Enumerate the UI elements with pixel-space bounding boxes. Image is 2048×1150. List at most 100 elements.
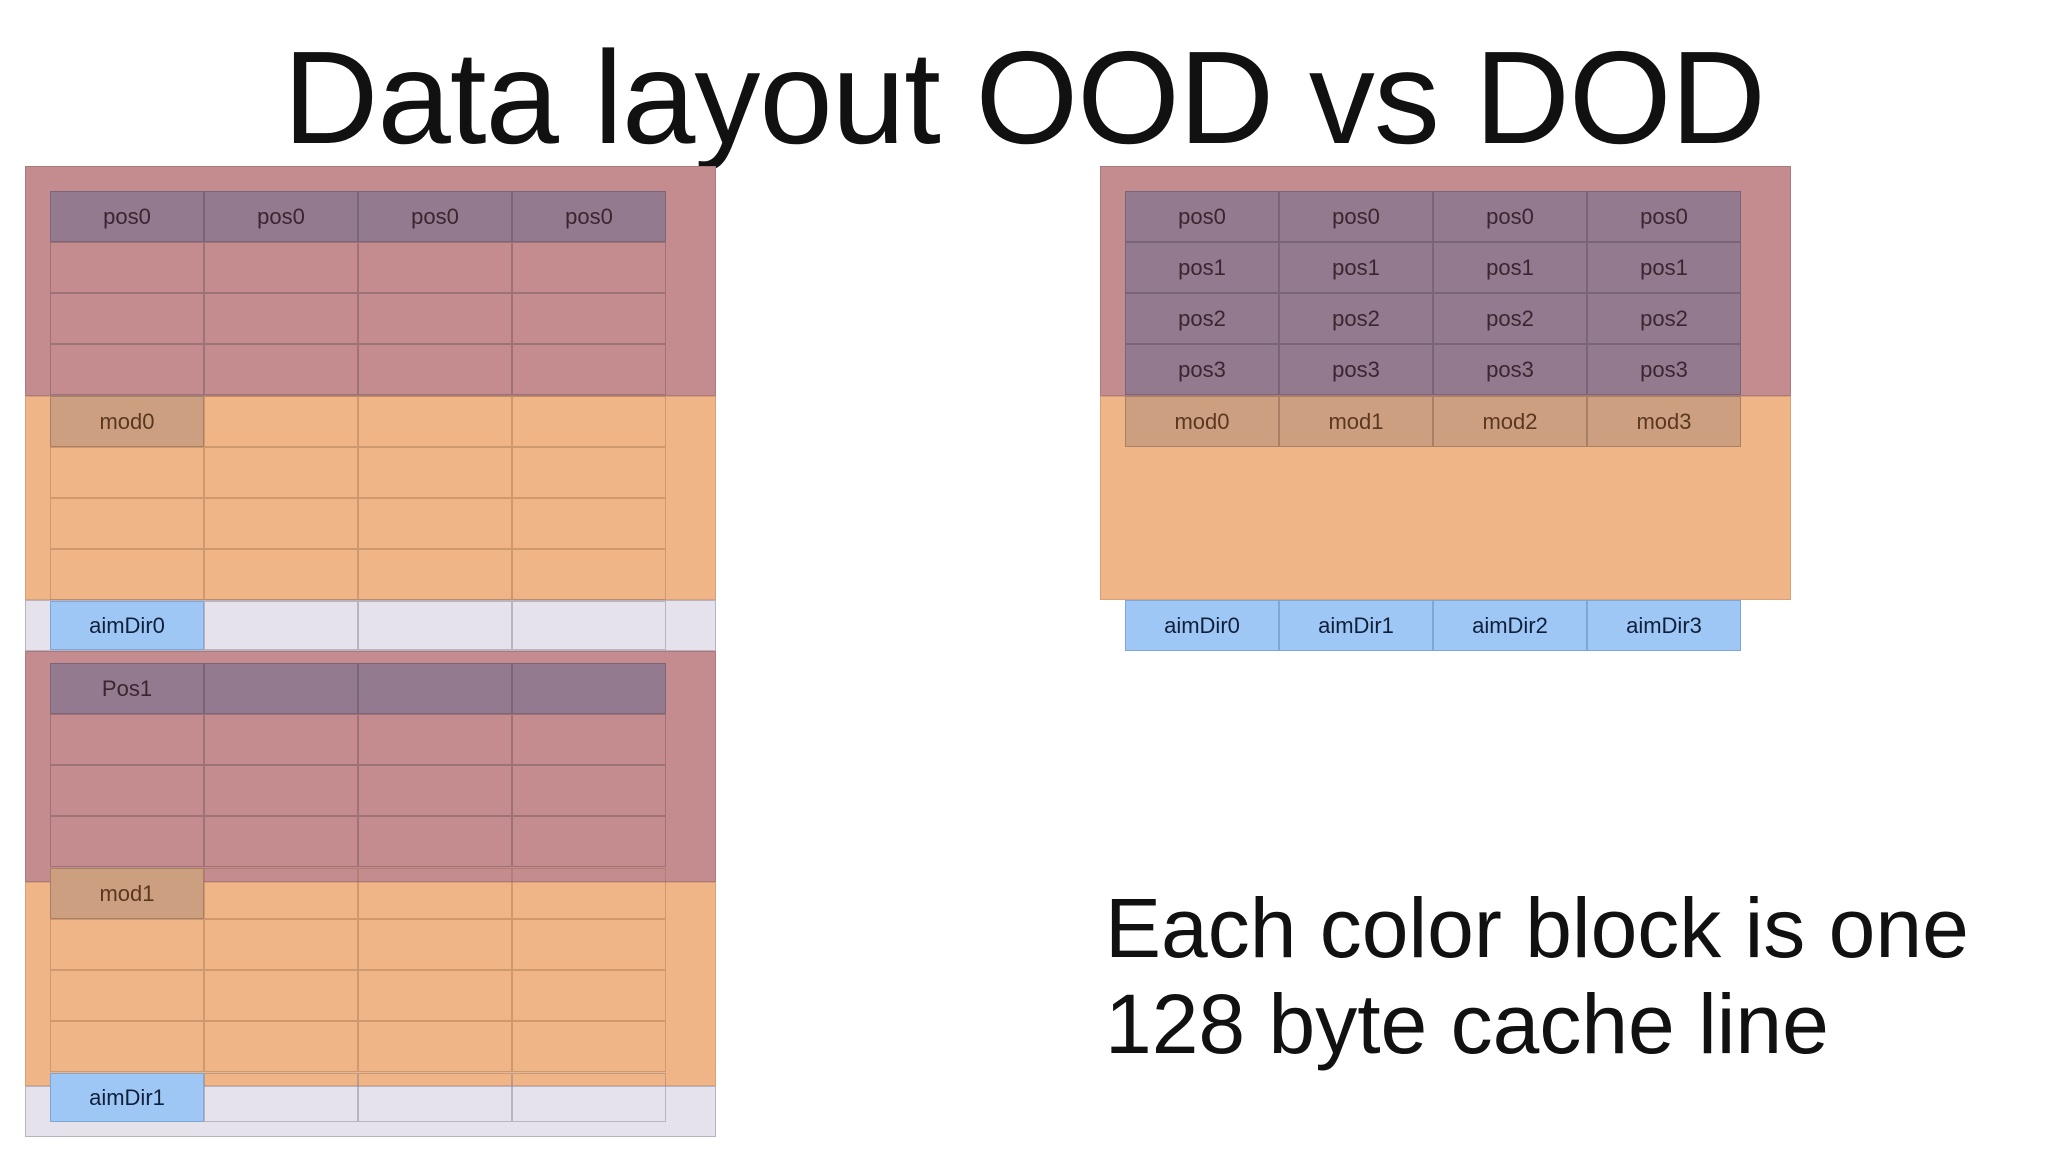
ood-empty-cell <box>358 293 512 344</box>
ood-empty-cell <box>204 765 358 816</box>
dod-pos-cell: pos1 <box>1125 242 1279 293</box>
ood-empty-cell <box>358 970 512 1021</box>
ood-empty-cell <box>204 970 358 1021</box>
ood-empty-cell <box>512 293 666 344</box>
ood-empty-cell <box>204 293 358 344</box>
ood-empty-cell <box>512 447 666 498</box>
ood-empty-cell <box>512 498 666 549</box>
ood-empty-cell <box>512 549 666 600</box>
dod-aim-cell: aimDir2 <box>1433 600 1587 651</box>
ood-empty-cell <box>204 1021 358 1072</box>
dod-pos-cell: pos2 <box>1587 293 1741 344</box>
ood-empty-cell <box>204 447 358 498</box>
dod-mod-cell: mod0 <box>1125 396 1279 447</box>
ood-empty-cell <box>358 714 512 765</box>
ood-empty-cell <box>204 714 358 765</box>
ood-empty-cell <box>512 1073 666 1122</box>
ood-empty-cell <box>204 498 358 549</box>
ood-empty-cell <box>50 1021 204 1072</box>
ood-empty-cell <box>204 919 358 970</box>
dod-pos-cell: pos1 <box>1587 242 1741 293</box>
ood-pos-cell: pos0 <box>358 191 512 242</box>
ood-empty-cell <box>512 1021 666 1072</box>
ood-pos-cell: pos0 <box>204 191 358 242</box>
dod-pos-cell: pos0 <box>1433 191 1587 242</box>
ood-empty-cell <box>50 816 204 867</box>
ood-pos-cell <box>512 663 666 714</box>
dod-aim-cell: aimDir0 <box>1125 600 1279 651</box>
ood-empty-cell <box>512 396 666 447</box>
caption-line-1: Each color block is one <box>1105 881 1969 975</box>
ood-empty-cell <box>512 919 666 970</box>
ood-empty-cell <box>50 498 204 549</box>
ood-empty-cell <box>204 816 358 867</box>
dod-pos-cell: pos2 <box>1125 293 1279 344</box>
ood-pos-cell: pos0 <box>512 191 666 242</box>
ood-empty-cell <box>204 549 358 600</box>
ood-empty-cell <box>512 816 666 867</box>
ood-empty-cell <box>358 498 512 549</box>
ood-pos-cell <box>358 663 512 714</box>
dod-pos-cell: pos3 <box>1433 344 1587 395</box>
ood-empty-cell <box>358 242 512 293</box>
ood-empty-cell <box>204 601 358 650</box>
caption: Each color block is one 128 byte cache l… <box>1105 880 2005 1072</box>
dod-pos-cell: pos3 <box>1279 344 1433 395</box>
dod-mod-cell: mod1 <box>1279 396 1433 447</box>
dod-pos-cell: pos0 <box>1587 191 1741 242</box>
ood-empty-cell <box>512 868 666 919</box>
dod-mod-cell: mod3 <box>1587 396 1741 447</box>
ood-empty-cell <box>50 919 204 970</box>
ood-empty-cell <box>358 816 512 867</box>
dod-pos-cell: pos1 <box>1433 242 1587 293</box>
ood-aim-cell: aimDir0 <box>50 601 204 650</box>
dod-pos-cell: pos3 <box>1587 344 1741 395</box>
caption-line-2: 128 byte cache line <box>1105 977 1829 1071</box>
ood-empty-cell <box>358 344 512 395</box>
ood-empty-cell <box>204 868 358 919</box>
ood-empty-cell <box>204 242 358 293</box>
ood-empty-cell <box>512 765 666 816</box>
ood-empty-cell <box>204 344 358 395</box>
ood-pos-cell <box>204 663 358 714</box>
ood-empty-cell <box>358 919 512 970</box>
ood-empty-cell <box>50 549 204 600</box>
ood-empty-cell <box>50 447 204 498</box>
ood-empty-cell <box>512 601 666 650</box>
ood-empty-cell <box>50 970 204 1021</box>
dod-pos-cell: pos3 <box>1125 344 1279 395</box>
ood-empty-cell <box>50 242 204 293</box>
dod-mod-cell: mod2 <box>1433 396 1587 447</box>
dod-pos-cell: pos2 <box>1433 293 1587 344</box>
ood-empty-cell <box>50 344 204 395</box>
dod-aim-cell: aimDir1 <box>1279 600 1433 651</box>
ood-empty-cell <box>512 242 666 293</box>
dod-pos-cell: pos1 <box>1279 242 1433 293</box>
ood-pos-cell: Pos1 <box>50 663 204 714</box>
ood-empty-cell <box>358 765 512 816</box>
ood-empty-cell <box>50 714 204 765</box>
ood-empty-cell <box>358 601 512 650</box>
dod-aim-cell: aimDir3 <box>1587 600 1741 651</box>
ood-empty-cell <box>512 344 666 395</box>
dod-pos-cell: pos0 <box>1279 191 1433 242</box>
dod-pos-cell: pos2 <box>1279 293 1433 344</box>
ood-empty-cell <box>204 1073 358 1122</box>
ood-empty-cell <box>358 1073 512 1122</box>
dod-pos-cell: pos0 <box>1125 191 1279 242</box>
ood-empty-cell <box>358 549 512 600</box>
slide-title: Data layout OOD vs DOD <box>283 24 1766 171</box>
ood-mod-cell: mod1 <box>50 868 204 919</box>
ood-pos-cell: pos0 <box>50 191 204 242</box>
ood-empty-cell <box>50 765 204 816</box>
ood-empty-cell <box>512 970 666 1021</box>
ood-mod-cell: mod0 <box>50 396 204 447</box>
ood-empty-cell <box>358 1021 512 1072</box>
ood-empty-cell <box>204 396 358 447</box>
ood-empty-cell <box>50 293 204 344</box>
ood-empty-cell <box>358 868 512 919</box>
ood-empty-cell <box>358 447 512 498</box>
ood-empty-cell <box>358 396 512 447</box>
ood-aim-cell: aimDir1 <box>50 1073 204 1122</box>
ood-empty-cell <box>512 714 666 765</box>
